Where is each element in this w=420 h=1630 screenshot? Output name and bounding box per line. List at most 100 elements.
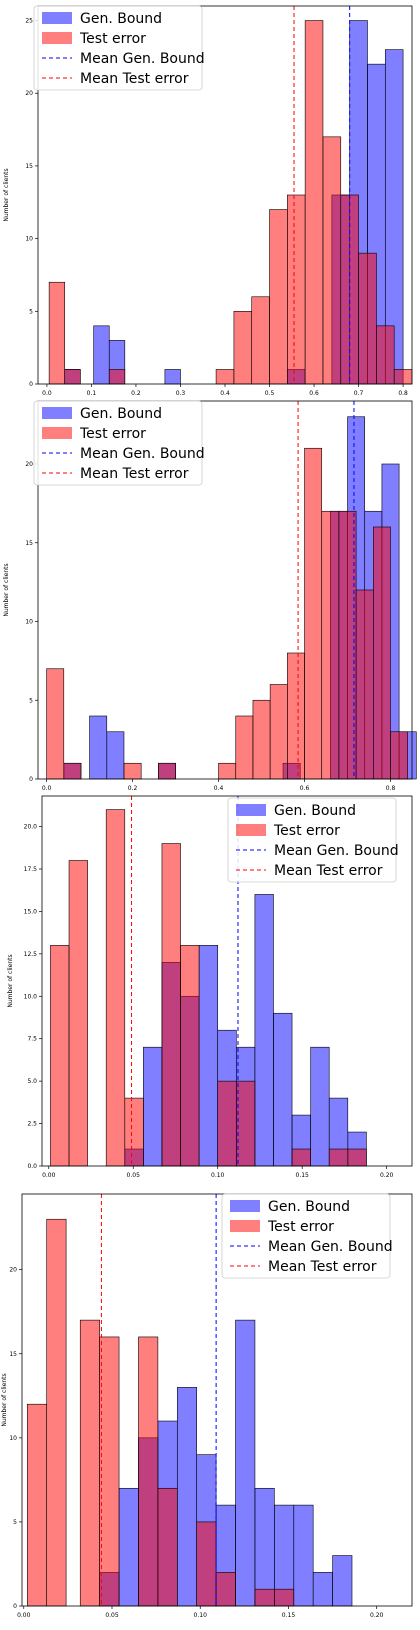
x-tick-label: 0.10 bbox=[211, 1172, 225, 1179]
gen-bound-bar bbox=[332, 1555, 353, 1607]
x-tick-label: 0.4 bbox=[214, 785, 224, 790]
histogram-panel-4: 0.00 0.05 0.10 0.15 0.20 0 5 10 15 20 Number of cl… bbox=[0, 1188, 420, 1626]
legend: Gen. Bound Test error Mean Gen. Bound Mean … bbox=[33, 5, 205, 91]
y-tick-label: 10 bbox=[25, 236, 33, 243]
test-error-bar bbox=[269, 209, 288, 385]
test-error-bar bbox=[291, 1148, 311, 1167]
legend-test-error-swatch bbox=[42, 427, 72, 439]
gen-bound-bar bbox=[89, 715, 108, 780]
test-error-bar bbox=[393, 369, 413, 385]
test-error-bar bbox=[99, 1336, 120, 1607]
y-tick-label: 25 bbox=[25, 18, 33, 25]
gen-bound-bar bbox=[310, 1046, 330, 1167]
test-error-bar bbox=[376, 325, 395, 385]
test-error-bar bbox=[287, 194, 306, 385]
x-tick-label: 0.0 bbox=[42, 390, 52, 395]
gen-bound-bar bbox=[176, 1387, 198, 1607]
test-error-bar bbox=[355, 589, 374, 780]
y-tick-label: 5 bbox=[13, 1519, 17, 1526]
y-tick-label: 17.5 bbox=[24, 866, 38, 873]
test-error-bar bbox=[215, 369, 235, 385]
y-tick-label: 15 bbox=[9, 1351, 17, 1358]
x-tick-label: 0.05 bbox=[127, 1172, 141, 1179]
y-tick-label: 0 bbox=[13, 1603, 17, 1610]
plot-frame bbox=[37, 400, 413, 780]
histogram-panel-2: 0.0 0.2 0.4 0.6 0.8 0 5 10 15 20 Number of clients… bbox=[0, 395, 420, 792]
y-tick-label: 15.0 bbox=[24, 908, 38, 915]
histogram-chart-4: 0.00 0.05 0.10 0.15 0.20 0 5 10 15 20 Number of cl… bbox=[1, 1193, 413, 1619]
histogram-chart-3: 0.00 0.05 0.10 0.15 0.20 0.0 2.5 5.0 7.5 10.0 12.5… bbox=[7, 795, 413, 1179]
x-tick-label: 0.20 bbox=[370, 1612, 384, 1619]
gen-bound-bar bbox=[93, 325, 110, 385]
legend-label: Gen. Bound bbox=[80, 11, 162, 27]
legend-test-error-swatch bbox=[236, 824, 266, 836]
histogram-panel-3: 0.00 0.05 0.10 0.15 0.20 0.0 2.5 5.0 7.5 10.0 12.5… bbox=[0, 790, 420, 1188]
y-tick-label: 10 bbox=[9, 1435, 17, 1442]
test-error-bar bbox=[48, 281, 66, 385]
legend-box bbox=[221, 1193, 391, 1279]
test-error-bar bbox=[287, 652, 305, 780]
test-error-bar bbox=[322, 136, 342, 385]
y-tick-label: 15 bbox=[25, 540, 33, 547]
y-tick-label: 5 bbox=[29, 308, 33, 315]
test-error-bar bbox=[328, 1148, 349, 1167]
x-tick-label: 0.1 bbox=[87, 390, 97, 395]
y-tick-label: 2.5 bbox=[27, 1121, 37, 1128]
y-tick-label: 10 bbox=[25, 619, 33, 626]
legend: Gen. Bound Test error Mean Gen. Bound Mean … bbox=[33, 400, 205, 486]
test-error-bar bbox=[217, 1080, 237, 1167]
gen-bound-bar bbox=[164, 369, 181, 385]
y-tick-label: 12.5 bbox=[24, 951, 38, 958]
gen-bound-bar bbox=[273, 1012, 293, 1167]
legend-box bbox=[33, 5, 203, 91]
plot-frame bbox=[41, 795, 413, 1167]
legend-label: Gen. Bound bbox=[80, 406, 162, 422]
test-error-bar bbox=[274, 1588, 295, 1607]
test-error-bar bbox=[46, 668, 65, 780]
test-error-bar bbox=[63, 762, 82, 780]
gen-bound-bar bbox=[143, 1046, 163, 1167]
test-error-bar bbox=[138, 1336, 159, 1607]
y-tick-label: 20 bbox=[25, 461, 33, 468]
x-tick-label: 0.8 bbox=[386, 785, 396, 790]
plot-frame bbox=[21, 1193, 413, 1607]
legend-label: Mean Gen. Bound bbox=[268, 1239, 393, 1255]
gen-bound-bar bbox=[235, 1319, 256, 1607]
legend: Gen. Bound Test error Mean Gen. Bound Mean … bbox=[227, 797, 399, 883]
legend-label: Mean Gen. Bound bbox=[80, 446, 205, 462]
test-error-bar bbox=[79, 1319, 100, 1607]
y-tick-label: 0 bbox=[29, 776, 33, 783]
legend-test-error-swatch bbox=[230, 1220, 260, 1232]
legend-gen-bound-swatch bbox=[230, 1200, 260, 1212]
legend-label: Test error bbox=[79, 426, 146, 442]
legend-gen-bound-swatch bbox=[42, 12, 72, 24]
gen-bound-bar bbox=[198, 945, 219, 1167]
y-tick-label: 20.0 bbox=[24, 824, 38, 831]
test-error-bar bbox=[235, 715, 254, 780]
test-error-bar bbox=[158, 762, 176, 780]
x-tick-label: 0.15 bbox=[282, 1612, 296, 1619]
histogram-chart-2: 0.0 0.2 0.4 0.6 0.8 0 5 10 15 20 Number of clients… bbox=[3, 400, 417, 792]
test-error-bar bbox=[105, 809, 126, 1167]
gen-bound-bar bbox=[106, 731, 125, 780]
gen-bound-bar bbox=[118, 1487, 139, 1607]
test-error-bar bbox=[304, 20, 324, 385]
y-tick-label: 0 bbox=[29, 381, 33, 388]
legend-label: Test error bbox=[79, 31, 146, 47]
x-tick-label: 0.15 bbox=[296, 1172, 310, 1179]
test-error-bar bbox=[233, 311, 253, 385]
test-error-bar bbox=[123, 762, 142, 780]
y-tick-label: 20 bbox=[9, 1267, 17, 1274]
y-tick-label: 20 bbox=[25, 90, 33, 97]
gen-bound-bar bbox=[254, 1487, 275, 1607]
x-tick-label: 0.0 bbox=[42, 785, 52, 790]
y-tick-label: 0.0 bbox=[27, 1163, 37, 1170]
test-error-bar bbox=[196, 1521, 217, 1607]
test-error-bar bbox=[26, 1403, 48, 1607]
test-error-bar bbox=[46, 1218, 67, 1607]
test-error-bar bbox=[50, 945, 70, 1167]
y-axis-label: Number of clients bbox=[3, 563, 10, 616]
test-error-bar bbox=[108, 369, 126, 385]
legend-label: Mean Test error bbox=[80, 71, 189, 87]
test-error-bar bbox=[124, 1097, 144, 1167]
